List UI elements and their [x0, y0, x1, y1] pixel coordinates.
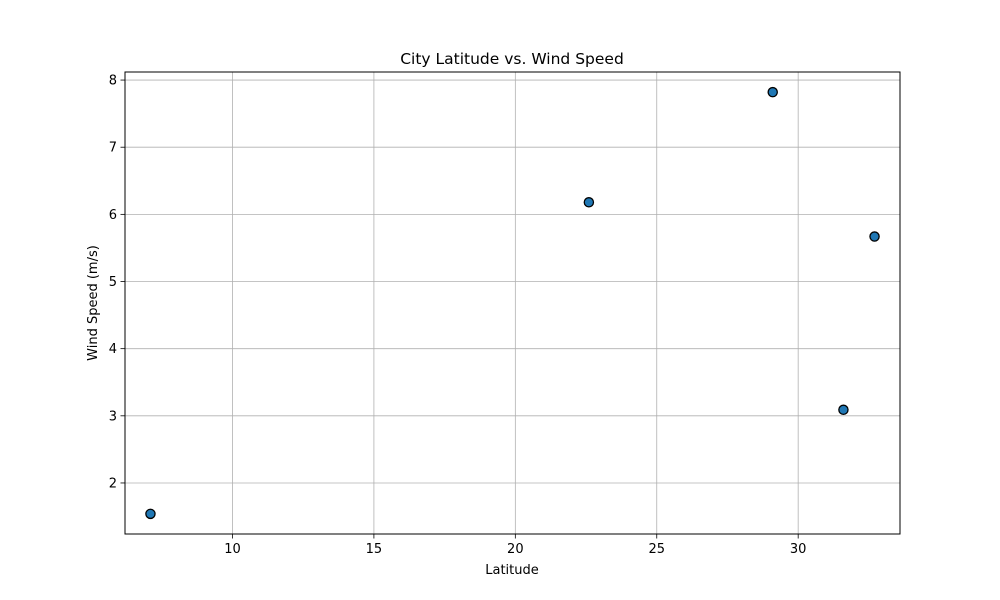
data-point — [869, 231, 880, 242]
data-point — [767, 86, 778, 98]
x-tick-label: 10 — [224, 542, 241, 557]
x-axis-label: Latitude — [485, 563, 539, 578]
y-tick-label: 8 — [109, 74, 117, 89]
y-axis-label: Wind Speed (m/s) — [86, 245, 101, 361]
x-tick-label: 15 — [366, 542, 383, 557]
y-tick-label: 4 — [109, 342, 117, 357]
chart-title: City Latitude vs. Wind Speed — [400, 50, 624, 68]
data-points — [145, 86, 880, 520]
x-tick-label: 30 — [790, 542, 807, 557]
y-tick-label: 7 — [109, 141, 117, 156]
y-tick-label: 5 — [109, 275, 117, 290]
grid — [125, 72, 900, 534]
x-tick-label: 20 — [507, 542, 524, 557]
y-tick-label: 6 — [109, 208, 117, 223]
data-point — [838, 404, 849, 416]
y-tick-label: 3 — [109, 409, 117, 424]
x-tick-label: 25 — [648, 542, 665, 557]
axis-ticks: 10 15 20 25 30 2 3 4 5 6 7 8 — [109, 74, 807, 557]
data-point — [145, 508, 156, 520]
data-point — [583, 197, 595, 208]
y-tick-label: 2 — [109, 476, 117, 491]
plot-area-frame — [124, 71, 901, 535]
